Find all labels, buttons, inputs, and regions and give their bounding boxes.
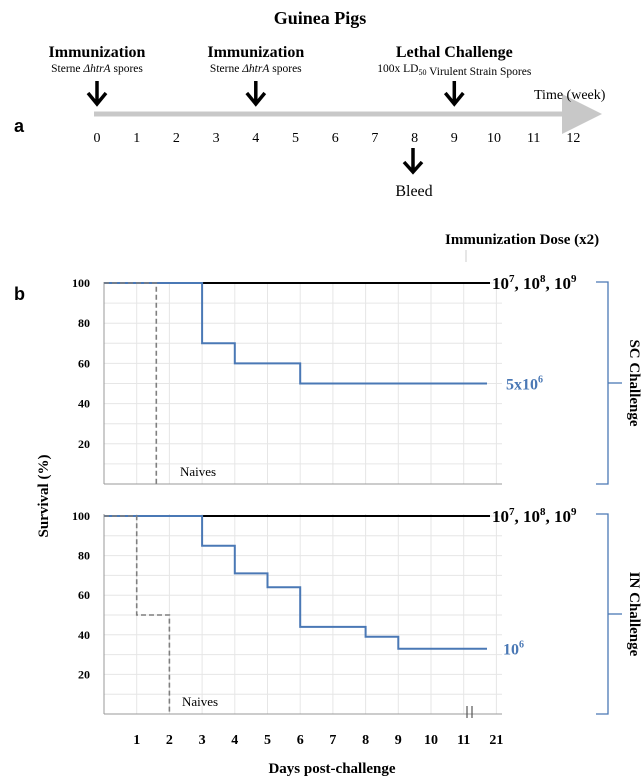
timeline-ticks: 0 1 2 3 4 5 6 7 8 9 10 11 12	[94, 131, 581, 146]
x-tick-label: 3	[199, 733, 206, 748]
x-tick-label: 21	[489, 733, 503, 748]
y-tick-label: 100	[72, 509, 90, 523]
x-tick-label: 6	[297, 733, 304, 748]
panel-bracket	[596, 513, 609, 715]
timeline-tick-label: 9	[451, 131, 458, 146]
bracket-label: SC Challenge	[626, 339, 642, 426]
series-line-naives	[104, 515, 171, 714]
timeline-tick-label: 12	[566, 131, 580, 146]
timeline-tick-label: 5	[292, 131, 299, 146]
timeline: Time (week) 0 1 2 3 4 5 6 7 8 9 10 11 12 Immunizatio…	[49, 44, 606, 200]
naives-label: Naives	[180, 464, 216, 479]
series-label-protected: 107, 108, 109	[492, 506, 577, 526]
timeline-tick-label: 7	[371, 131, 378, 146]
y-tick-label: 60	[78, 588, 90, 602]
timeline-event-arrow	[86, 81, 108, 107]
panel-bracket	[596, 281, 609, 485]
bleed-arrow	[402, 148, 424, 175]
x-tick-labels: 1 2 3 4 5 6 7 8 9 10 11 21	[133, 733, 503, 748]
bleed-event: Bleed	[395, 148, 433, 200]
y-tick-label: 80	[78, 549, 90, 563]
series-line-naives	[104, 282, 158, 484]
series-label-protected: 107, 108, 109	[492, 273, 577, 293]
x-tick-label: 5	[264, 733, 271, 748]
x-tick-label: 10	[424, 733, 438, 748]
timeline-event-title: Lethal Challenge	[396, 44, 513, 61]
series-line-low-dose	[104, 515, 487, 650]
y-tick-label: 100	[72, 276, 90, 290]
series-label-low-dose: 106	[503, 640, 524, 659]
timeline-tick-label: 4	[252, 131, 259, 146]
timeline-tick-label: 1	[133, 131, 140, 146]
y-tick-label: 20	[78, 437, 90, 451]
x-tick-label: 2	[166, 733, 173, 748]
y-tick-label: 40	[78, 397, 90, 411]
in-challenge-panel: 20 40 60 80 100 107, 108, 109 106 Naives IN Chal…	[72, 506, 642, 715]
timeline-tick-label: 3	[213, 131, 220, 146]
y-tick-label: 80	[78, 316, 90, 330]
timeline-axis-label: Time (week)	[534, 88, 606, 103]
timeline-event-subtitle: Sterne ΔhtrA spores	[51, 63, 143, 75]
bracket-label: IN Challenge	[626, 572, 642, 657]
timeline-event: Lethal Challenge 100x LD50 Virulent Strai…	[377, 44, 532, 107]
timeline-tick-label: 6	[332, 131, 339, 146]
panel-b-label: b	[14, 284, 25, 304]
bleed-label: Bleed	[395, 183, 432, 200]
timeline-event-arrow	[245, 81, 267, 107]
x-tick-label: 1	[133, 733, 140, 748]
y-axis-label: Survival (%)	[36, 455, 52, 538]
timeline-event-subtitle: Sterne ΔhtrA spores	[210, 63, 302, 75]
timeline-event: Immunization Sterne ΔhtrA spores	[207, 44, 304, 107]
axis-break-mark	[466, 706, 473, 718]
x-tick-label: 8	[362, 733, 369, 748]
x-tick-label: 7	[329, 733, 336, 748]
timeline-event: Immunization Sterne ΔhtrA spores	[49, 44, 146, 107]
x-tick-label: 11	[457, 733, 470, 748]
series-label-low-dose: 5x106	[506, 375, 543, 394]
series-line-low-dose	[104, 282, 487, 385]
timeline-tick-label: 8	[411, 131, 418, 146]
timeline-event-title: Immunization	[49, 44, 146, 61]
timeline-tick-label: 10	[487, 131, 501, 146]
x-tick-label: 9	[395, 733, 402, 748]
gridlines	[103, 514, 502, 715]
figure-title: Guinea Pigs	[274, 8, 367, 28]
sc-challenge-panel: 20 40 60 80 100 107, 108, 109 5x106 Naives SC Ch…	[72, 273, 642, 485]
y-tick-label: 40	[78, 628, 90, 642]
timeline-tick-label: 2	[173, 131, 180, 146]
x-tick-label: 4	[231, 733, 238, 748]
naives-label: Naives	[182, 694, 218, 709]
timeline-tick-label: 11	[527, 131, 540, 146]
timeline-event-arrow	[443, 81, 465, 107]
timeline-event-title: Immunization	[207, 44, 304, 61]
x-axis-label: Days post-challenge	[268, 761, 395, 777]
y-tick-label: 60	[78, 356, 90, 370]
panel-a-label: a	[14, 116, 25, 136]
dose-header: Immunization Dose (x2)	[445, 232, 599, 248]
timeline-tick-label: 0	[94, 131, 101, 146]
y-tick-label: 20	[78, 667, 90, 681]
timeline-event-subtitle: 100x LD50 Virulent Strain Spores	[377, 63, 532, 78]
